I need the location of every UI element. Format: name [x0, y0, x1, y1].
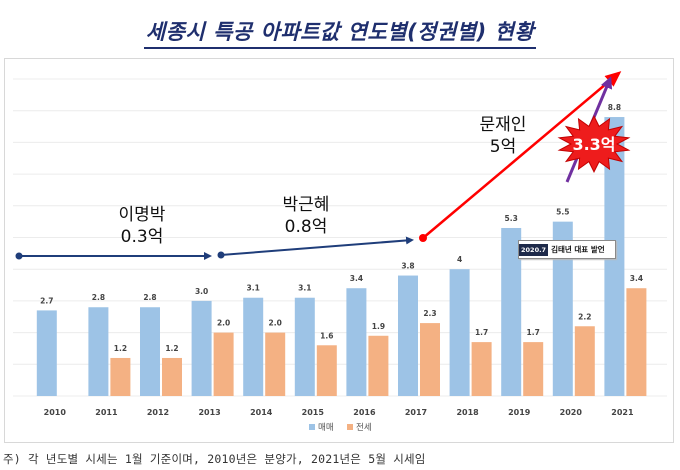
arrow-park [220, 236, 414, 256]
arrow-moon-start [419, 234, 427, 242]
bar-sale-2018 [449, 269, 470, 396]
bar-jeonse-2013 [213, 332, 234, 396]
data-label-sale-2020: 5.5 [556, 208, 569, 217]
data-label-jeonse-2014: 2.0 [269, 319, 282, 328]
era-label-lee: 이명박 0.3억 [97, 204, 187, 248]
era-value-lee: 0.3억 [120, 227, 164, 247]
bar-jeonse-2012 [162, 357, 182, 396]
x-tick-2011: 2011 [95, 408, 118, 417]
bar-sale-2020 [552, 221, 573, 396]
bar-jeonse-2017 [420, 323, 440, 396]
bar-sale-2013 [191, 300, 212, 396]
era-name-moon: 문재인 [479, 115, 527, 135]
bar-sale-2011 [88, 307, 109, 396]
title-wrap: 세종시 특공 아파트값 연도별(정권별) 현황 [0, 16, 680, 49]
x-tick-2012: 2012 [147, 408, 169, 417]
data-label-sale-2014: 3.1 [247, 284, 260, 293]
x-tick-2016: 2016 [353, 408, 376, 417]
event-callout: 2020.7 김태년 대표 발언 [518, 240, 616, 259]
x-tick-2014: 2014 [250, 408, 273, 417]
legend-swatch-0 [309, 424, 315, 430]
data-label-sale-2016: 3.4 [350, 274, 363, 283]
data-label-sale-2019: 5.3 [505, 214, 518, 223]
legend-label-1: 전세 [356, 422, 372, 433]
data-label-jeonse-2017: 2.3 [423, 309, 436, 318]
chart-frame: 2.7 2.8 1.2 2.8 1.2 3.0 2.0 3.1 2.0 3.1 1.6 3.4 1.9 3… [4, 58, 674, 443]
data-label-jeonse-2018: 1.7 [475, 328, 488, 337]
bar-sale-2019 [501, 227, 522, 396]
bar-sale-2014 [243, 297, 264, 396]
bar-sale-2015 [294, 297, 315, 396]
bar-jeonse-2015 [316, 345, 337, 396]
bar-jeonse-2021 [626, 288, 647, 396]
event-text: 김태년 대표 발언 [551, 245, 605, 254]
bar-jeonse-2020 [574, 326, 595, 396]
bar-jeonse-2016 [368, 335, 389, 396]
data-label-jeonse-2013: 2.0 [217, 319, 230, 328]
era-name-lee: 이명박 [118, 205, 166, 225]
x-tick-2020: 2020 [560, 408, 583, 417]
data-label-jeonse-2015: 1.6 [320, 331, 333, 340]
burst-shape [557, 114, 631, 174]
era-value-moon: 5억 [489, 137, 517, 157]
data-label-jeonse-2012: 1.2 [165, 344, 178, 353]
data-label-sale-2011: 2.8 [92, 293, 105, 302]
x-tick-2010: 2010 [44, 408, 67, 417]
bar-jeonse-2014 [265, 332, 286, 396]
bar-sale-2016 [346, 288, 367, 396]
chart-title: 세종시 특공 아파트값 연도별(정권별) 현황 [143, 16, 537, 49]
data-label-jeonse-2019: 1.7 [527, 328, 540, 337]
x-tick-2018: 2018 [456, 408, 479, 417]
data-label-sale-2012: 2.8 [143, 293, 156, 302]
data-label-sale-2015: 3.1 [298, 284, 311, 293]
bar-sale-2012 [140, 307, 160, 396]
legend-label-0: 매매 [318, 423, 334, 433]
era-label-moon: 문재인 5억 [458, 114, 548, 158]
arrow-park-start [217, 251, 225, 259]
burst-label: 3.3억 [572, 135, 615, 154]
footnote: 주) 각 년도별 시세는 1월 기준이며, 2010년은 분양가, 2021년은… [3, 452, 426, 466]
data-label-sale-2017: 3.8 [401, 262, 414, 271]
bar-sale-2017 [398, 275, 418, 396]
data-label-sale-2013: 3.0 [195, 287, 208, 296]
legend-swatch-1 [347, 424, 353, 430]
data-label-jeonse-2020: 2.2 [578, 312, 591, 321]
era-label-park: 박근혜 0.8억 [261, 194, 351, 238]
bar-jeonse-2019 [523, 342, 544, 396]
data-label-jeonse-2016: 1.9 [372, 322, 385, 331]
chart-svg: 2.7 2.8 1.2 2.8 1.2 3.0 2.0 3.1 2.0 3.1 1.6 3.4 1.9 3… [13, 71, 667, 433]
x-tick-2021: 2021 [611, 408, 634, 417]
x-tick-2017: 2017 [405, 408, 427, 417]
bar-sale-2010 [36, 310, 57, 396]
x-tick-2019: 2019 [508, 408, 531, 417]
x-tick-2015: 2015 [302, 408, 325, 417]
event-date: 2020.7 [519, 244, 549, 256]
data-label-sale-2010: 2.7 [40, 296, 53, 305]
era-name-park: 박근혜 [282, 195, 330, 215]
data-label-jeonse-2011: 1.2 [114, 344, 127, 353]
arrow-moon [422, 71, 622, 239]
era-value-park: 0.8억 [284, 217, 328, 237]
arrow-lee-start [15, 252, 23, 260]
x-tick-2013: 2013 [198, 408, 220, 417]
data-label-jeonse-2021: 3.4 [630, 274, 643, 283]
bar-jeonse-2011 [110, 357, 131, 396]
bar-jeonse-2018 [471, 342, 492, 396]
data-label-sale-2021: 8.8 [608, 103, 621, 112]
data-label-sale-2018: 4 [457, 255, 462, 264]
